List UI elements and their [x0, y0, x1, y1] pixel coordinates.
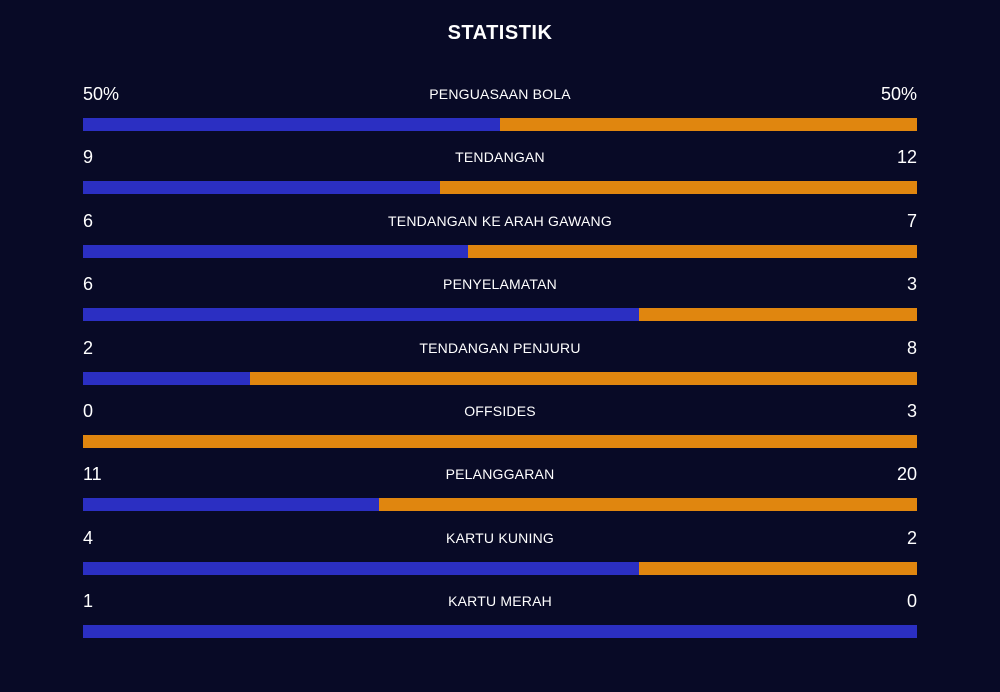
stat-row-kartu-kuning: 4 KARTU KUNING 2 — [83, 524, 917, 587]
stat-label: TENDANGAN PENJURU — [419, 339, 581, 356]
home-bar-segment — [83, 181, 441, 195]
away-bar-segment — [638, 561, 917, 575]
stats-list: 50% PENGUASAAN BOLA 50% 9 TENDANGAN 12 6… — [83, 80, 917, 651]
away-bar-segment — [249, 371, 917, 385]
home-value: 4 — [83, 527, 94, 548]
home-bar-segment — [83, 498, 379, 512]
away-value: 0 — [906, 591, 917, 612]
home-value: 11 — [83, 464, 102, 485]
home-bar-segment — [83, 244, 468, 258]
home-value: 6 — [83, 274, 94, 295]
stat-label: TENDANGAN — [455, 149, 545, 166]
home-value: 6 — [83, 210, 94, 231]
comparison-bar — [83, 244, 917, 258]
away-bar-segment — [378, 498, 917, 512]
comparison-bar — [83, 181, 917, 195]
home-bar-segment — [83, 561, 639, 575]
away-value: 50% — [880, 84, 917, 104]
home-bar-segment — [83, 371, 250, 385]
stat-label: KARTU MERAH — [448, 593, 552, 610]
comparison-bar — [83, 561, 917, 575]
home-bar-segment — [83, 118, 500, 131]
comparison-bar — [83, 371, 917, 385]
away-bar-segment — [500, 118, 917, 131]
away-bar-segment — [467, 244, 917, 258]
away-bar-segment — [83, 434, 917, 448]
stat-row-tendangan-penjuru: 2 TENDANGAN PENJURU 8 — [83, 334, 917, 397]
away-value: 3 — [906, 400, 917, 421]
away-value: 12 — [896, 147, 917, 168]
comparison-bar — [83, 498, 917, 512]
comparison-bar — [83, 434, 917, 448]
stat-label: PENYELAMATAN — [443, 276, 557, 293]
home-value: 9 — [83, 147, 94, 168]
stat-row-tendangan: 9 TENDANGAN 12 — [83, 143, 917, 206]
comparison-bar — [83, 118, 917, 131]
stat-row-pelanggaran: 11 PELANGGARAN 20 — [83, 460, 917, 523]
away-value: 2 — [906, 527, 917, 548]
home-bar-segment — [83, 308, 639, 322]
away-value: 8 — [906, 337, 917, 358]
stat-label: TENDANGAN KE ARAH GAWANG — [388, 212, 612, 229]
away-value: 20 — [896, 464, 917, 485]
home-value: 0 — [83, 400, 94, 421]
home-value: 2 — [83, 337, 94, 358]
home-value: 1 — [83, 591, 94, 612]
away-value: 3 — [906, 274, 917, 295]
away-value: 7 — [906, 210, 917, 231]
stat-row-offsides: 0 OFFSIDES 3 — [83, 397, 917, 460]
stat-label: OFFSIDES — [464, 402, 536, 419]
comparison-bar — [83, 625, 917, 639]
away-bar-segment — [440, 181, 917, 195]
stat-label: KARTU KUNING — [446, 529, 554, 546]
away-bar-segment — [638, 308, 917, 322]
stat-row-penyelamatan: 6 PENYELAMATAN 3 — [83, 270, 917, 333]
stat-label: PELANGGARAN — [445, 466, 555, 483]
comparison-bar — [83, 308, 917, 322]
stat-label: PENGUASAAN BOLA — [429, 86, 571, 102]
stats-title: STATISTIK — [447, 22, 553, 44]
home-bar-segment — [83, 625, 917, 639]
stat-row-penguasaan-bola: 50% PENGUASAAN BOLA 50% — [83, 80, 917, 143]
stat-row-tendangan-ke-arah-gawang: 6 TENDANGAN KE ARAH GAWANG 7 — [83, 207, 917, 270]
stat-row-kartu-merah: 1 KARTU MERAH 0 — [83, 587, 917, 650]
home-value: 50% — [83, 84, 120, 104]
